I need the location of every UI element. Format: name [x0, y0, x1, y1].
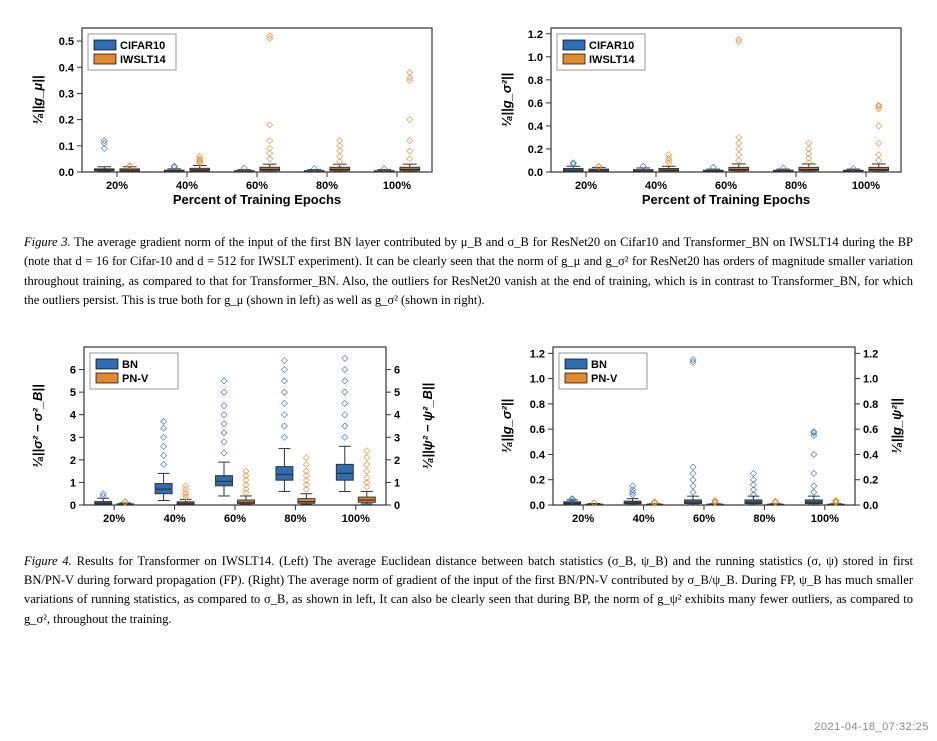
svg-text:1: 1	[394, 477, 400, 489]
svg-text:0.6: 0.6	[528, 98, 543, 110]
svg-text:0: 0	[70, 500, 76, 512]
svg-text:BN: BN	[591, 359, 607, 371]
svg-text:Percent of Training Epochs: Percent of Training Epochs	[642, 192, 810, 207]
svg-text:5: 5	[70, 387, 76, 399]
svg-text:80%: 80%	[753, 513, 775, 525]
watermark: 2021-04-18_07:32:25	[814, 721, 929, 733]
svg-text:3: 3	[70, 432, 76, 444]
svg-text:100%: 100%	[342, 513, 370, 525]
svg-text:5: 5	[394, 387, 400, 399]
svg-text:IWSLT14: IWSLT14	[589, 54, 636, 66]
svg-text:0.8: 0.8	[528, 75, 543, 87]
svg-text:PN-V: PN-V	[122, 373, 149, 385]
figure4-left: 0 0 1 1 2 2 3 3 4 4 5 5 6 6 20% 40% 60% 80% 100% ¹⁄ₐ||σ² − …	[24, 339, 444, 534]
figure3-right: 0.0 0.2 0.4 0.6 0.8 1.0 1.2 20% 40% 60% 80% 100% ¹⁄ₐ…	[493, 20, 913, 215]
svg-text:0.0: 0.0	[59, 167, 74, 179]
svg-text:0.0: 0.0	[528, 167, 543, 179]
figure4-caption-text: Results for Transformer on IWSLT14. (Lef…	[24, 554, 913, 626]
svg-text:0.0: 0.0	[530, 500, 545, 512]
svg-text:40%: 40%	[645, 180, 667, 192]
svg-text:1.2: 1.2	[530, 348, 545, 360]
figure3-caption: Figure 3. The average gradient norm of t…	[24, 233, 913, 311]
svg-text:0.2: 0.2	[528, 144, 543, 156]
svg-text:20%: 20%	[106, 180, 128, 192]
svg-text:Percent of Training Epochs: Percent of Training Epochs	[173, 192, 341, 207]
svg-text:0.2: 0.2	[59, 115, 74, 127]
svg-text:100%: 100%	[852, 180, 880, 192]
svg-text:0.8: 0.8	[863, 398, 878, 410]
svg-text:6: 6	[394, 364, 400, 376]
svg-text:0.0: 0.0	[863, 500, 878, 512]
svg-text:2: 2	[70, 454, 76, 466]
svg-text:PN-V: PN-V	[591, 373, 618, 385]
figure3-row: 0.0 0.1 0.2 0.3 0.4 0.5 20% 40% 60% 80% 100% ¹⁄ₐ||g…	[24, 20, 913, 215]
svg-text:¹⁄ₐ||g_μ||: ¹⁄ₐ||g_μ||	[30, 75, 45, 124]
svg-text:0.6: 0.6	[530, 424, 545, 436]
svg-text:100%: 100%	[811, 513, 839, 525]
svg-text:CIFAR10: CIFAR10	[120, 40, 165, 52]
svg-text:¹⁄ₐ||ψ² − ψ²_B||: ¹⁄ₐ||ψ² − ψ²_B||	[420, 382, 435, 468]
svg-text:4: 4	[70, 409, 77, 421]
figure4-right: 0.0 0.0 0.2 0.2 0.4 0.4 0.6 0.6 0.8 0.8 1.0 1.0 1.2 1…	[493, 339, 913, 534]
svg-text:0.5: 0.5	[59, 36, 74, 48]
figure4-caption-prefix: Figure 4.	[24, 554, 72, 568]
svg-text:0.4: 0.4	[528, 121, 544, 133]
svg-text:80%: 80%	[284, 513, 306, 525]
svg-text:CIFAR10: CIFAR10	[589, 40, 634, 52]
svg-text:80%: 80%	[785, 180, 807, 192]
figure4-row: 0 0 1 1 2 2 3 3 4 4 5 5 6 6 20% 40% 60% 80% 100% ¹⁄ₐ||σ² − …	[24, 339, 913, 534]
svg-text:3: 3	[394, 432, 400, 444]
svg-text:1.2: 1.2	[528, 29, 543, 41]
svg-text:0.2: 0.2	[530, 474, 545, 486]
svg-text:6: 6	[70, 364, 76, 376]
svg-text:0.8: 0.8	[530, 398, 545, 410]
svg-text:80%: 80%	[316, 180, 338, 192]
svg-text:¹⁄ₐ||g_ψ²||: ¹⁄ₐ||g_ψ²||	[889, 398, 904, 454]
svg-text:100%: 100%	[383, 180, 411, 192]
svg-text:1.0: 1.0	[528, 52, 543, 64]
svg-text:60%: 60%	[715, 180, 737, 192]
svg-text:2: 2	[394, 454, 400, 466]
figure4-caption: Figure 4. Results for Transformer on IWS…	[24, 552, 913, 630]
svg-text:¹⁄ₐ||g_σ²||: ¹⁄ₐ||g_σ²||	[499, 73, 514, 127]
figure3-caption-prefix: Figure 3.	[24, 235, 71, 249]
svg-text:60%: 60%	[693, 513, 715, 525]
svg-text:¹⁄ₐ||σ² − σ²_B||: ¹⁄ₐ||σ² − σ²_B||	[30, 384, 45, 467]
svg-text:1.2: 1.2	[863, 348, 878, 360]
svg-text:20%: 20%	[572, 513, 594, 525]
svg-text:1.0: 1.0	[863, 373, 878, 385]
svg-text:60%: 60%	[246, 180, 268, 192]
svg-text:40%: 40%	[176, 180, 198, 192]
svg-text:40%: 40%	[164, 513, 186, 525]
svg-text:¹⁄ₐ||g_σ²||: ¹⁄ₐ||g_σ²||	[499, 398, 514, 452]
svg-text:1.0: 1.0	[530, 373, 545, 385]
svg-text:0.1: 0.1	[59, 141, 74, 153]
svg-text:IWSLT14: IWSLT14	[120, 54, 167, 66]
svg-text:0.2: 0.2	[863, 474, 878, 486]
svg-text:0.4: 0.4	[863, 449, 879, 461]
figure3-caption-text: The average gradient norm of the input o…	[24, 235, 913, 307]
svg-text:0.6: 0.6	[863, 424, 878, 436]
svg-text:0.3: 0.3	[59, 88, 74, 100]
svg-text:BN: BN	[122, 359, 138, 371]
svg-text:0: 0	[394, 500, 400, 512]
svg-text:1: 1	[70, 477, 76, 489]
svg-text:0.4: 0.4	[530, 449, 546, 461]
figure3-left: 0.0 0.1 0.2 0.3 0.4 0.5 20% 40% 60% 80% 100% ¹⁄ₐ||g…	[24, 20, 444, 215]
svg-text:40%: 40%	[633, 513, 655, 525]
svg-text:20%: 20%	[575, 180, 597, 192]
svg-text:60%: 60%	[224, 513, 246, 525]
svg-text:0.4: 0.4	[59, 62, 75, 74]
svg-text:4: 4	[394, 409, 401, 421]
svg-text:20%: 20%	[103, 513, 125, 525]
